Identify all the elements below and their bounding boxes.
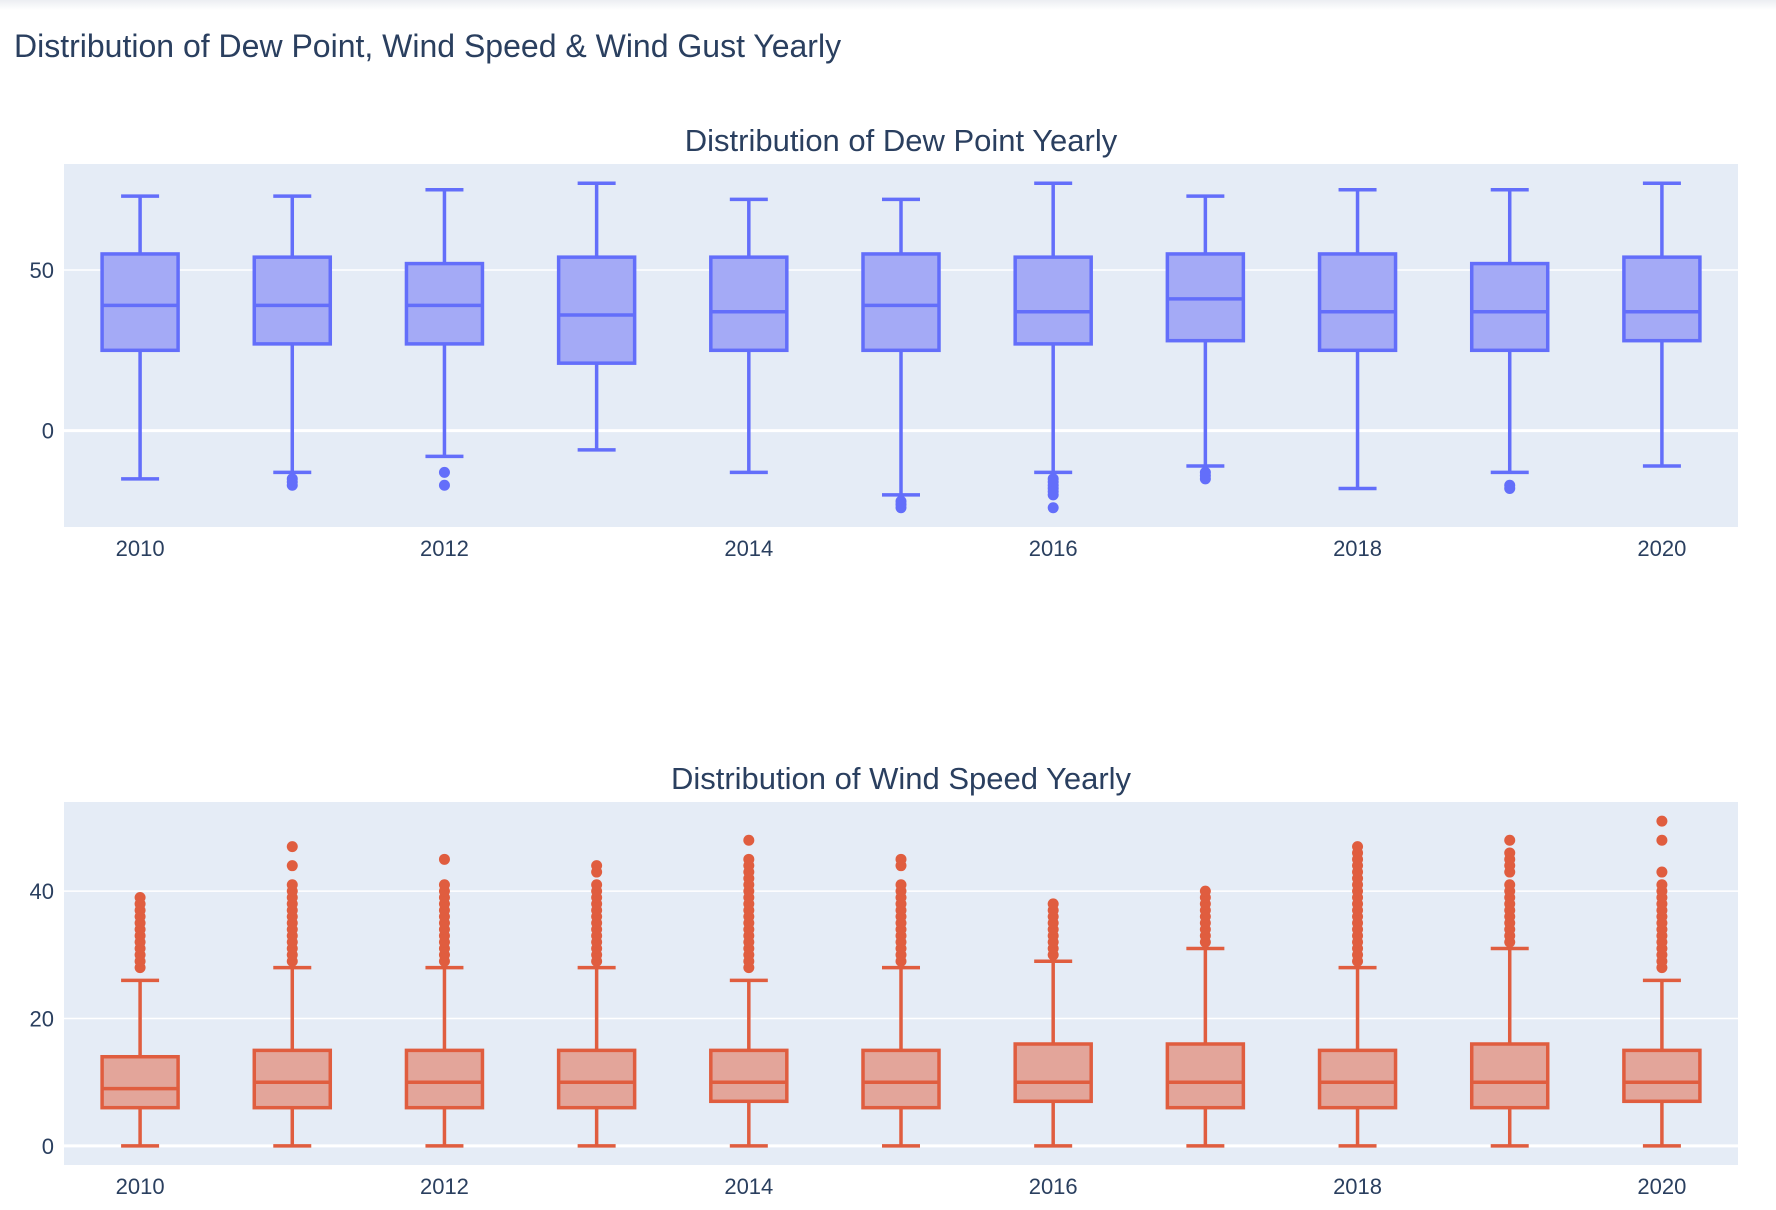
box-2011: [252, 841, 333, 1148]
box-iqr: [1165, 1042, 1246, 1110]
outlier-point: [1047, 489, 1059, 501]
y-tick-label: 50: [30, 258, 54, 283]
outlier-point: [1199, 885, 1211, 897]
box-2014: [709, 834, 789, 1148]
x-tick-label: 2010: [116, 536, 165, 561]
box-2016: [1013, 898, 1093, 1148]
x-tick-label: 2016: [1029, 536, 1078, 561]
box-iqr: [404, 1048, 485, 1110]
outlier-point: [895, 853, 907, 865]
box-2012: [404, 853, 485, 1148]
box-iqr: [1013, 255, 1093, 346]
outlier-point: [591, 860, 603, 872]
box-iqr: [556, 1048, 637, 1110]
y-tick-label: 0: [42, 419, 54, 444]
x-tick-label: 2014: [724, 536, 773, 561]
outlier-point: [1656, 815, 1668, 827]
box-iqr: [861, 1048, 941, 1110]
box-2014: [709, 197, 789, 475]
subplot-1: Distribution of Dew Point Yearly 0 50 2010 2…: [30, 123, 1738, 561]
subplot-title: Distribution of Wind Speed Yearly: [671, 761, 1132, 796]
outlier-point: [286, 860, 298, 872]
box-iqr: [1622, 255, 1702, 343]
box-2013: [556, 860, 637, 1148]
box-2019: [1469, 834, 1550, 1148]
outlier-point: [743, 853, 755, 865]
outlier-point: [1504, 834, 1516, 846]
outlier-point: [895, 502, 907, 514]
box-2010: [100, 194, 180, 481]
box-2015: [861, 853, 941, 1148]
x-tick-label: 2012: [420, 1174, 469, 1199]
main-title: Distribution of Dew Point, Wind Speed & …: [14, 28, 842, 64]
outlier-point: [1047, 502, 1059, 514]
x-tick-label: 2020: [1637, 1174, 1686, 1199]
outlier-point: [895, 879, 907, 891]
box-2018: [1317, 187, 1398, 491]
box-iqr: [1622, 1048, 1702, 1104]
outlier-point: [591, 879, 603, 891]
outlier-point: [1199, 473, 1211, 485]
box-2011: [252, 194, 333, 491]
box-2017: [1165, 194, 1246, 485]
y-tick-label: 40: [30, 879, 54, 904]
x-tick-label: 2018: [1333, 1174, 1382, 1199]
box-2010: [100, 892, 180, 1148]
x-tick-label: 2018: [1333, 536, 1382, 561]
box-iqr: [709, 255, 789, 353]
box-iqr: [1317, 252, 1398, 353]
outlier-point: [1656, 879, 1668, 891]
outlier-point: [1504, 482, 1516, 494]
outlier-point: [438, 466, 450, 478]
outlier-point: [134, 892, 146, 904]
box-iqr: [1317, 1048, 1398, 1110]
outlier-point: [286, 841, 298, 853]
y-tick-label: 0: [42, 1134, 54, 1159]
box-2020: [1622, 181, 1702, 468]
outlier-point: [438, 879, 450, 891]
box-iqr: [1469, 1042, 1550, 1110]
x-tick-label: 2010: [116, 1174, 165, 1199]
outlier-point: [1504, 847, 1516, 859]
outlier-point: [1504, 879, 1516, 891]
outlier-point: [1656, 866, 1668, 878]
x-tick-label: 2014: [724, 1174, 773, 1199]
outlier-point: [286, 479, 298, 491]
x-tick-label: 2012: [420, 536, 469, 561]
outlier-point: [1047, 898, 1059, 910]
box-iqr: [100, 1054, 180, 1110]
outlier-point: [1656, 834, 1668, 846]
box-2020: [1622, 815, 1702, 1148]
y-tick-label: 20: [30, 1007, 54, 1032]
box-iqr: [252, 1048, 333, 1110]
box-iqr: [252, 255, 333, 346]
box-iqr: [709, 1048, 789, 1104]
x-tick-label: 2020: [1637, 536, 1686, 561]
subplot-2: Distribution of Wind Speed Yearly 0 20 40 20…: [30, 761, 1738, 1199]
box-iqr: [1469, 261, 1550, 353]
box-iqr: [100, 252, 180, 353]
box-2017: [1165, 885, 1246, 1148]
outlier-point: [286, 879, 298, 891]
outlier-point: [743, 834, 755, 846]
box-2015: [861, 197, 941, 514]
outlier-point: [1352, 841, 1364, 853]
box-2013: [556, 181, 637, 452]
box-2019: [1469, 187, 1550, 494]
outlier-point: [438, 479, 450, 491]
x-tick-label: 2016: [1029, 1174, 1078, 1199]
box-iqr: [556, 255, 637, 365]
subplot-title: Distribution of Dew Point Yearly: [685, 123, 1118, 158]
box-2012: [404, 187, 485, 491]
box-2016: [1013, 181, 1093, 514]
box-iqr: [861, 252, 941, 353]
box-2018: [1317, 841, 1398, 1148]
box-iqr: [1013, 1042, 1093, 1104]
outlier-point: [438, 853, 450, 865]
top-bar: [0, 0, 1776, 10]
